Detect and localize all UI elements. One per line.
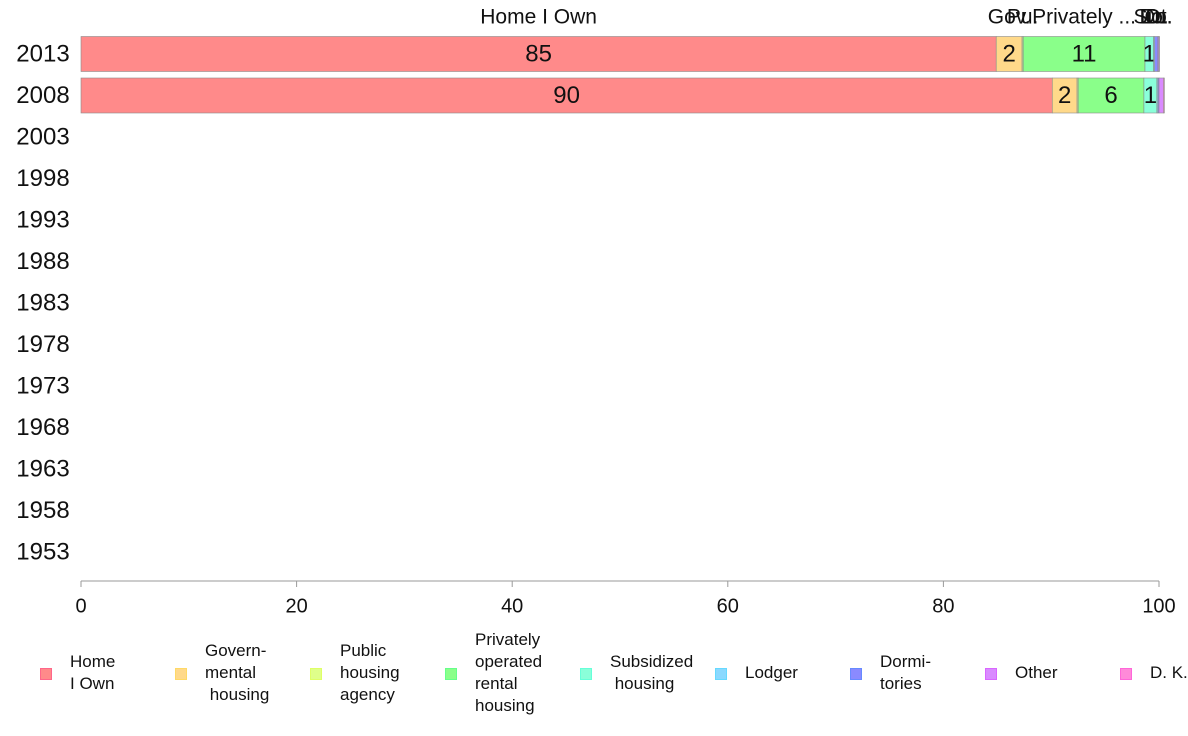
legend-swatch	[985, 668, 997, 680]
legend-swatch	[580, 668, 592, 680]
series-top-label: Pu.	[1007, 6, 1039, 29]
y-tick-label: 1973	[16, 372, 69, 399]
legend-swatch	[310, 668, 322, 680]
y-tick-label: 1968	[16, 414, 69, 441]
legend-label: Dormi- tories	[880, 652, 931, 693]
y-tick-label: 1993	[16, 206, 69, 233]
data-label: 85	[525, 40, 552, 67]
data-label: 2	[1002, 40, 1015, 67]
series-top-label: Lo.	[1140, 6, 1169, 29]
y-tick-label: 2013	[16, 40, 69, 67]
data-label: 6	[1104, 82, 1117, 109]
legend-swatch	[850, 668, 862, 680]
legend-label: Home I Own	[70, 652, 116, 693]
data-label: 11	[1072, 40, 1097, 67]
y-tick-label: 1958	[16, 497, 69, 524]
legend-swatch	[1120, 668, 1132, 680]
y-tick-label: 1998	[16, 165, 69, 192]
x-tick-label: 80	[932, 595, 954, 617]
data-label: 2	[1058, 82, 1071, 109]
x-tick-label: 100	[1142, 595, 1175, 617]
bar-segment	[995, 36, 1023, 72]
legend-label: D. K.	[1150, 663, 1188, 682]
data-label: 1	[1143, 40, 1156, 67]
stacked-bar-chart: 2013 2008 2003 1998 1993 1988 1983 1978 1973 1968…	[16, 6, 1175, 618]
data-label: 1	[1144, 82, 1157, 109]
y-tick-label: 1983	[16, 289, 69, 316]
y-tick-label: 1953	[16, 538, 69, 565]
legend-label: Subsidized housing	[610, 652, 694, 693]
x-tick-label: 0	[75, 595, 86, 617]
series-top-label: Do.	[1140, 6, 1173, 29]
bar-segment	[80, 36, 997, 72]
legend-label: Lodger	[745, 663, 798, 682]
series-top-label: Ot.	[1144, 6, 1172, 29]
y-tick-label: 1963	[16, 455, 69, 482]
bar-segment	[1051, 77, 1078, 114]
x-tick-label: 20	[285, 595, 307, 617]
legend-label: Privately operated rental housing	[475, 630, 543, 715]
series-top-label: D..	[1146, 6, 1173, 29]
legend-label: Other	[1015, 663, 1058, 682]
legend-swatch	[175, 668, 187, 680]
y-tick-label: 2003	[16, 123, 69, 150]
bar-segment	[1154, 36, 1159, 72]
legend-swatch	[715, 668, 727, 680]
bar-segment	[80, 77, 1053, 114]
legend-label: Public housing agency	[340, 641, 400, 704]
series-top-label: Su.	[1134, 6, 1166, 29]
y-tick-label: 1978	[16, 331, 69, 358]
series-top-label: Home I Own	[480, 6, 597, 29]
data-label: 90	[553, 82, 580, 109]
bar-segment	[1158, 77, 1164, 114]
series-top-label: Gov.	[988, 6, 1031, 29]
bar-segment	[1077, 77, 1145, 114]
bar-segment	[1163, 77, 1165, 114]
y-tick-label: 2008	[16, 82, 69, 109]
x-tick-label: 60	[717, 595, 739, 617]
chart-legend: Home I Own Govern- mental housing Public h…	[0, 628, 1188, 728]
legend-swatch	[40, 668, 52, 680]
x-tick-label: 40	[501, 595, 523, 617]
legend-swatch	[445, 668, 457, 680]
legend-label: Govern- mental housing	[205, 641, 270, 704]
y-tick-label: 1988	[16, 248, 69, 275]
series-top-label: Privately ...	[1032, 6, 1136, 29]
bar-segment	[1158, 36, 1160, 72]
